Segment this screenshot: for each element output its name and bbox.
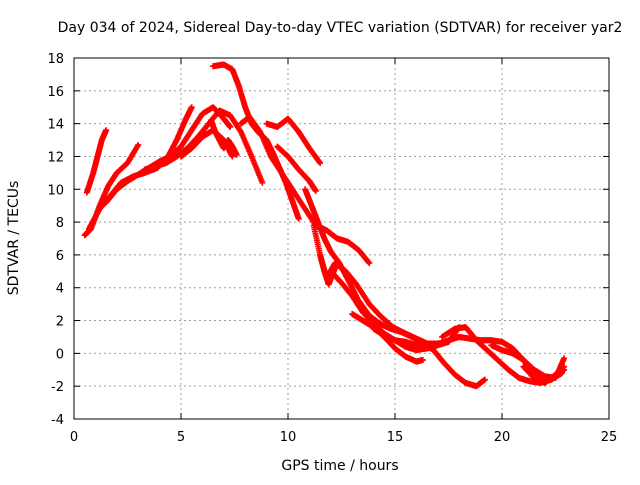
x-tick-label: 0 <box>70 430 78 445</box>
y-tick-label: 18 <box>47 52 64 67</box>
x-tick-label: 15 <box>387 430 404 445</box>
series-arc-20 <box>520 363 568 386</box>
data-point <box>317 160 324 167</box>
data-points <box>81 61 568 390</box>
data-point <box>233 151 240 158</box>
series-arc-7 <box>207 117 240 158</box>
tick-labels: 0 5 10 15 20 25 -4 -2 0 2 4 6 8 10 12 14 16 18 <box>47 52 617 445</box>
data-point <box>481 376 488 383</box>
chart-title: Day 034 of 2024, Sidereal Day-to-day VTE… <box>58 20 623 36</box>
series-arc-1 <box>83 127 110 196</box>
y-tick-label: 0 <box>56 347 64 362</box>
data-point <box>295 215 302 222</box>
data-point <box>227 123 234 130</box>
x-tick-label: 5 <box>177 430 185 445</box>
y-tick-label: 8 <box>56 216 64 231</box>
data-point <box>229 153 236 160</box>
series-arc-12 <box>302 186 488 390</box>
y-tick-label: 10 <box>47 183 64 198</box>
data-point <box>135 141 142 148</box>
y-tick-label: 4 <box>56 282 64 297</box>
plot-frame <box>73 57 610 420</box>
data-point <box>561 355 568 362</box>
y-tick-label: 2 <box>56 315 64 330</box>
y-tick-label: -4 <box>51 413 64 428</box>
y-tick-label: 16 <box>47 85 64 100</box>
data-point <box>259 179 266 186</box>
data-point <box>419 356 426 363</box>
data-point <box>332 265 339 272</box>
x-tick-label: 10 <box>280 430 297 445</box>
data-point <box>312 187 319 194</box>
x-tick-label: 25 <box>601 430 618 445</box>
series-arc-10 <box>263 115 324 167</box>
series-arc-17 <box>370 324 463 350</box>
data-point <box>561 363 568 370</box>
x-axis-label: GPS time / hours <box>281 458 398 474</box>
y-axis-label: SDTVAR / TECUs <box>6 181 22 296</box>
series-arc-14 <box>317 251 339 288</box>
x-tick-label: 20 <box>494 430 511 445</box>
y-tick-label: 14 <box>47 118 64 133</box>
data-point <box>366 260 373 267</box>
y-tick-label: -2 <box>51 380 64 395</box>
series-arc-11 <box>274 143 319 194</box>
y-tick-label: 6 <box>56 249 64 264</box>
data-point <box>188 104 195 111</box>
y-tick-label: 12 <box>47 150 64 165</box>
data-point <box>103 127 110 134</box>
